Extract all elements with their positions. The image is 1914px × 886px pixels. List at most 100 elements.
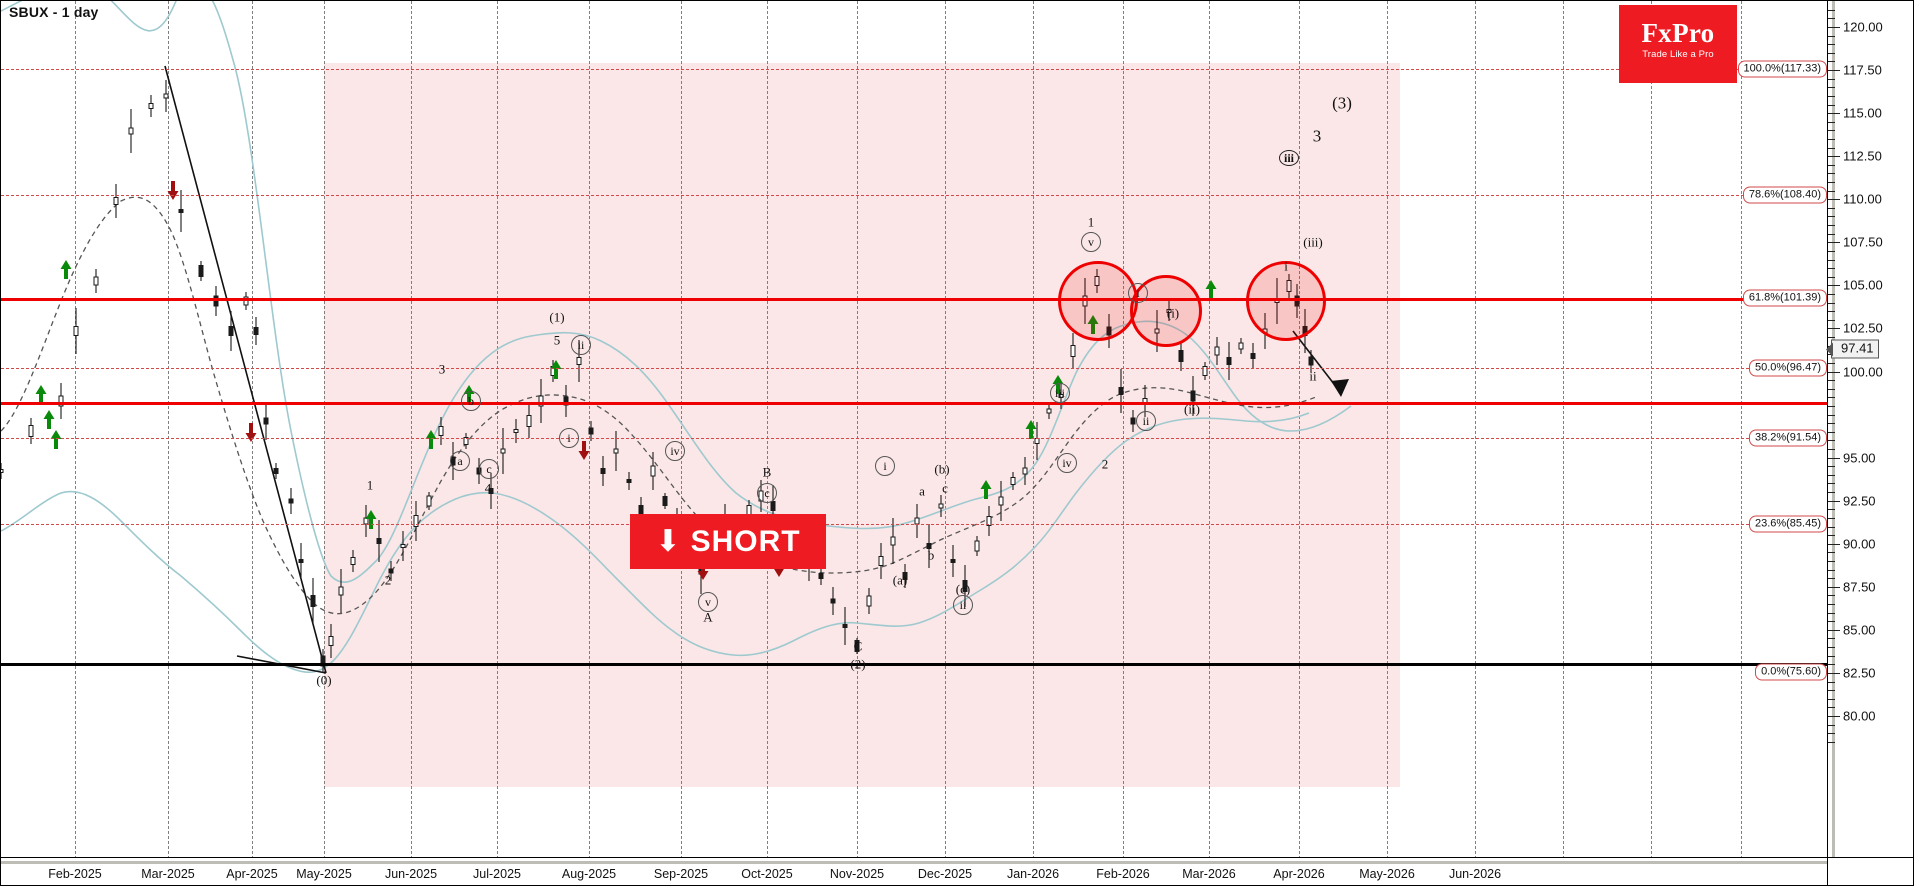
price-tick-minor xyxy=(1828,457,1835,459)
price-tick-minor xyxy=(1828,629,1835,631)
price-tick-minor xyxy=(1828,578,1835,580)
wave-label: ii xyxy=(571,335,591,355)
price-tick-minor xyxy=(1828,130,1835,132)
sell-arrow-icon xyxy=(245,423,257,442)
price-tick-label: 105.00 xyxy=(1843,277,1883,293)
short-signal-label: SHORT xyxy=(690,524,801,558)
fib-label-50: 50.0%(96.47) xyxy=(1748,359,1827,377)
price-tick-label: 90.00 xyxy=(1843,536,1876,552)
price-tick-minor xyxy=(1828,492,1835,494)
fib-label-236: 23.6%(85.45) xyxy=(1748,515,1827,533)
wave-label: 2 xyxy=(384,572,392,588)
candle-body xyxy=(198,265,204,277)
candle-body xyxy=(28,425,34,437)
candle-body xyxy=(228,326,234,336)
price-tick-minor xyxy=(1828,337,1835,339)
candle-body xyxy=(310,595,316,607)
price-tick-minor xyxy=(1828,259,1835,261)
gridline-vertical xyxy=(1651,1,1652,859)
fib-line-786 xyxy=(1,195,1829,196)
wave-label: (b) xyxy=(934,461,950,477)
axis-corner xyxy=(1827,857,1913,885)
price-tick-minor xyxy=(1828,405,1835,407)
wave-label: A xyxy=(703,609,713,625)
price-tick-minor xyxy=(1828,698,1835,700)
date-tick-label: Jun-2026 xyxy=(1448,867,1502,881)
price-tick-minor xyxy=(1828,113,1835,115)
price-tick-minor xyxy=(1828,431,1835,433)
wave-label: (i) xyxy=(1166,305,1180,321)
alert-circle xyxy=(1246,261,1326,341)
price-tick-minor xyxy=(1828,638,1835,640)
price-tick-label: 87.50 xyxy=(1843,579,1876,595)
support-line-red xyxy=(1,402,1829,405)
price-tick-minor xyxy=(1828,285,1835,287)
price-tick-minor xyxy=(1828,612,1835,614)
wave-label: i xyxy=(559,428,579,448)
date-tick-label: Nov-2025 xyxy=(829,867,885,881)
wave-label: v xyxy=(698,592,718,612)
brand-name: FxPro xyxy=(1641,18,1715,48)
price-tick-minor xyxy=(1828,302,1835,304)
price-tick-minor xyxy=(1828,35,1835,37)
wave-label: 3 xyxy=(438,361,446,377)
wave-label: b xyxy=(461,391,481,411)
price-tick-minor xyxy=(1828,319,1835,321)
brand-tagline: Trade Like a Pro xyxy=(1642,49,1714,60)
wave-label: ii xyxy=(953,595,973,615)
wave-label: C xyxy=(853,638,863,654)
price-tick-minor xyxy=(1828,293,1835,295)
buy-arrow-icon xyxy=(60,260,72,279)
price-tick-minor xyxy=(1828,61,1835,63)
price-tick-minor xyxy=(1828,509,1835,511)
price-tick-minor xyxy=(1828,268,1835,270)
price-tick-minor xyxy=(1828,716,1835,717)
price-tick-minor xyxy=(1828,380,1835,382)
price-tick-minor xyxy=(1828,681,1835,683)
price-tick-label: 120.00 xyxy=(1843,19,1883,35)
candle-body xyxy=(148,103,154,109)
price-tick-minor xyxy=(1828,707,1835,709)
price-tick-minor xyxy=(1828,225,1835,227)
gridline-vertical xyxy=(75,1,76,859)
gridline-vertical xyxy=(681,1,682,859)
buy-arrow-icon xyxy=(50,430,62,449)
fib-line-618 xyxy=(1,298,1829,301)
wave-label: 2 xyxy=(1101,456,1109,472)
date-axis[interactable]: Feb-2025 Mar-2025 Apr-2025 May-2025 Jun-2025… xyxy=(1,857,1829,885)
date-axis-rail xyxy=(1,861,1829,864)
wave-label: c xyxy=(479,459,499,479)
chart-title: SBUX - 1 day xyxy=(9,4,99,20)
price-tick-minor xyxy=(1828,500,1835,502)
price-tick-minor xyxy=(1828,560,1835,562)
short-signal-banner[interactable]: ⬇ SHORT xyxy=(630,514,826,569)
price-tick-minor xyxy=(1828,414,1835,416)
gridline-vertical xyxy=(1123,1,1124,859)
price-tick-minor xyxy=(1828,741,1835,743)
candle-body xyxy=(113,197,119,205)
wave-label: b xyxy=(927,547,935,563)
price-tick-minor xyxy=(1828,440,1835,442)
price-tick-label: 82.50 xyxy=(1843,665,1876,681)
price-axis[interactable]: 120.00 117.50 115.00 112.50 110.00 107.50 105.… xyxy=(1827,1,1913,859)
wave-label: 1 xyxy=(1087,214,1095,230)
wave-label: iv xyxy=(1057,453,1077,473)
price-tick-label: 110.00 xyxy=(1843,191,1882,207)
price-tick-minor xyxy=(1828,724,1835,726)
price-tick-minor xyxy=(1828,362,1835,364)
wave-label: iv xyxy=(665,441,685,461)
wave-label: ii xyxy=(1309,368,1317,384)
date-tick-label: Apr-2026 xyxy=(1273,867,1325,881)
chart-plot-area[interactable]: 100.0%(117.33) 78.6%(108.40) 61.8%(101.3… xyxy=(1,1,1829,859)
date-tick-label: Feb-2026 xyxy=(1096,867,1150,881)
wave-label: 5 xyxy=(553,332,561,348)
fib-label-618: 61.8%(101.39) xyxy=(1742,289,1827,307)
wave-label: iii xyxy=(1278,150,1300,166)
price-tick-label: 102.50 xyxy=(1843,320,1883,336)
wave-label: (c) xyxy=(955,581,971,597)
price-tick-label: 100.00 xyxy=(1843,364,1883,379)
price-tick-minor xyxy=(1828,397,1835,399)
fib-line-0 xyxy=(1,663,1829,666)
gridline-vertical xyxy=(1033,1,1034,859)
